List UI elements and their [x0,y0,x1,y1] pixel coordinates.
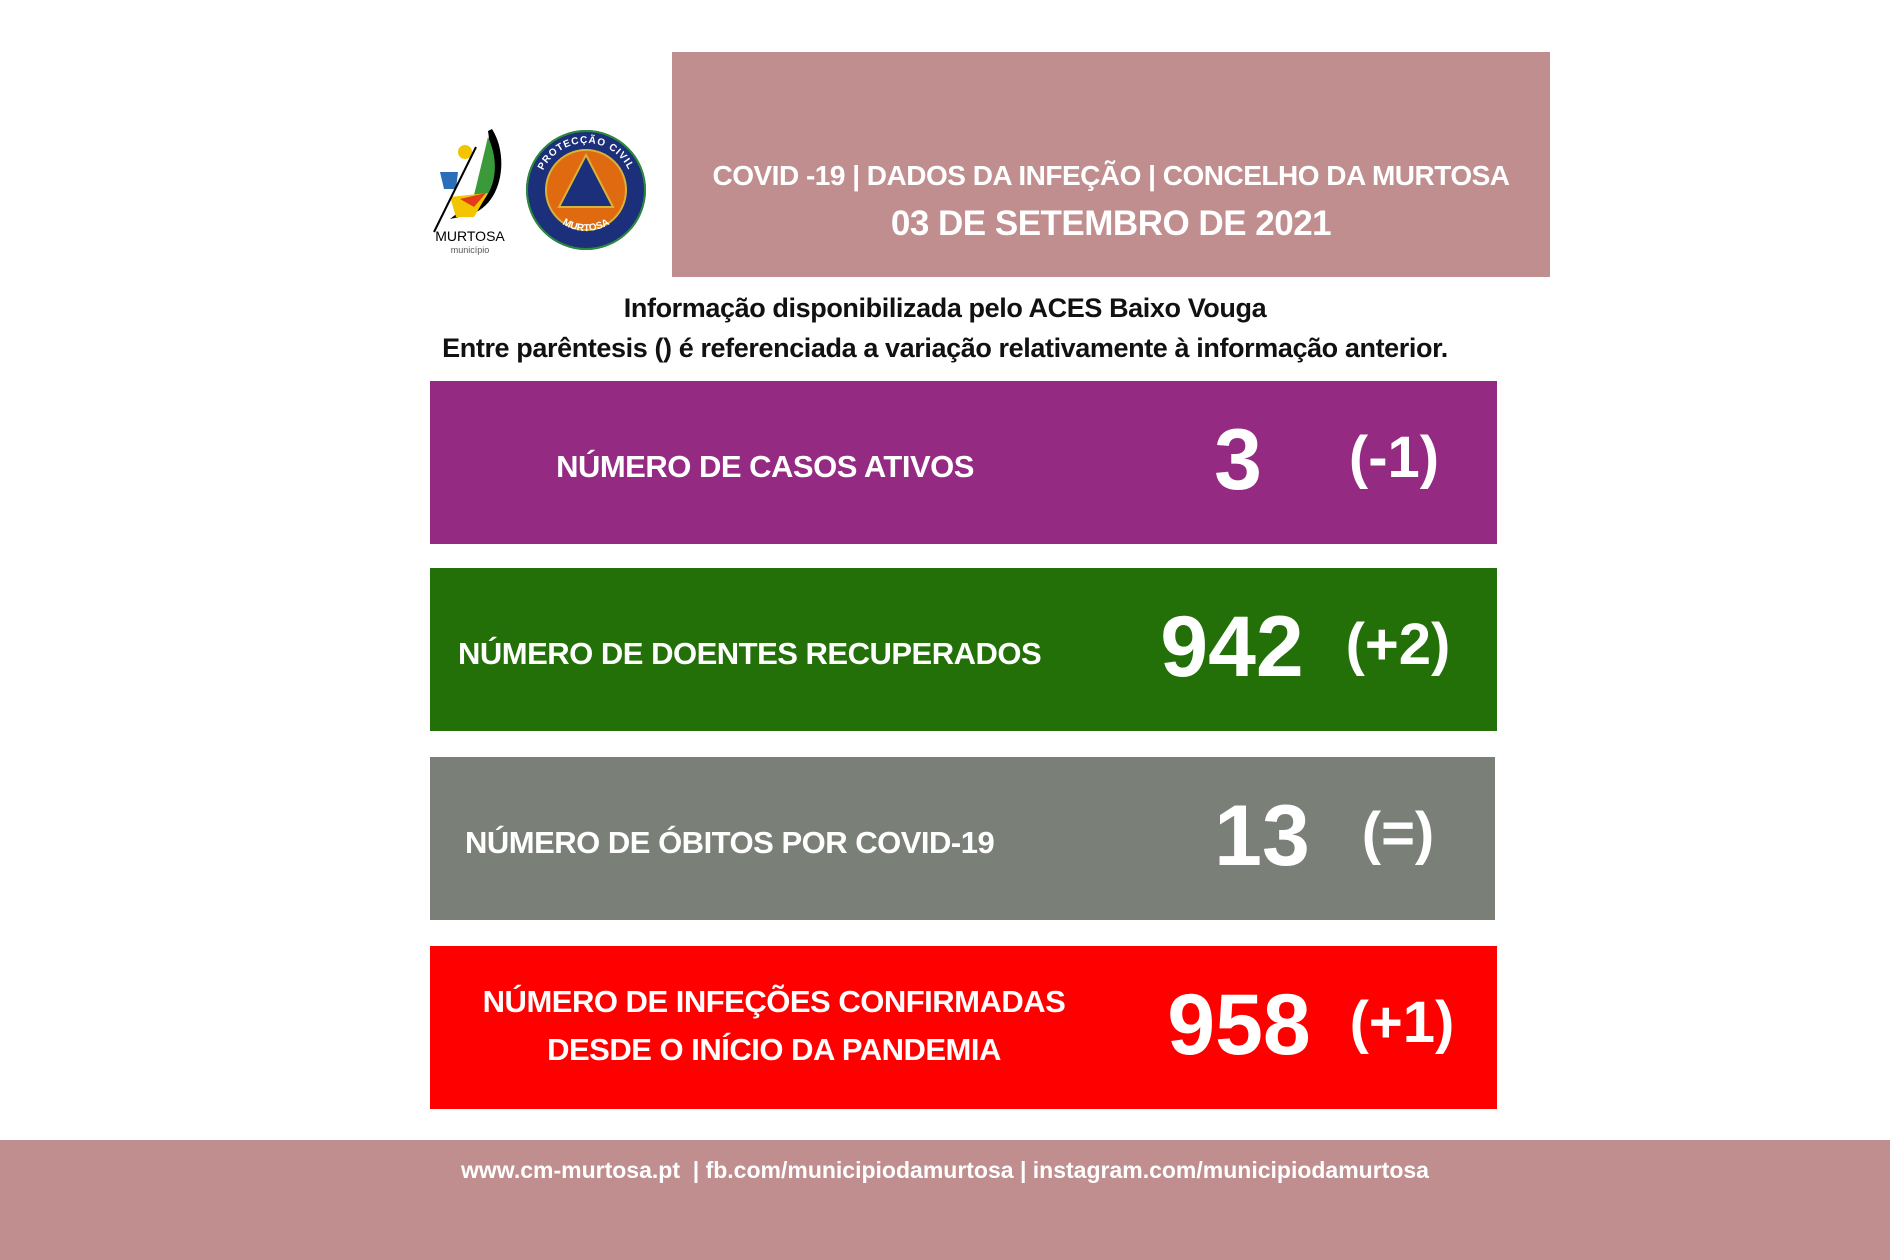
stat-change: (-1) [1348,425,1440,490]
stat-deaths: NÚMERO DE ÓBITOS POR COVID-19 13 (=) [430,757,1495,920]
stat-value: 958 [1167,977,1311,1073]
stat-label-line1: NÚMERO DE INFEÇÕES CONFIRMADAS [482,984,1066,1019]
protecao-civil-logo: PROTECÇÃO CIVIL MURTOSA [525,129,647,251]
stat-label: NÚMERO DE CASOS ATIVOS [556,449,974,484]
info-source: Informação disponibilizada pelo ACES Bai… [623,293,1267,323]
stat-active-cases: NÚMERO DE CASOS ATIVOS 3 (-1) [430,381,1497,544]
stat-recovered: NÚMERO DE DOENTES RECUPERADOS 942 (+2) [430,568,1497,731]
murtosa-logo-text: MURTOSA [435,228,505,244]
header-title: COVID -19 | DADOS DA INFEÇÃO | CONCELHO … [712,160,1510,191]
protecao-civil-logo-bottom-text: MURTOSA [561,217,612,234]
stat-value: 13 [1214,788,1310,884]
stat-confirmed: NÚMERO DE INFEÇÕES CONFIRMADAS DESDE O I… [430,946,1497,1109]
footer: www.cm-murtosa.pt | fb.com/municipiodamu… [0,1140,1890,1260]
murtosa-municipio-logo: MURTOSA município [430,127,510,259]
stat-label-line2: DESDE O INÍCIO DA PANDEMIA [547,1032,1001,1067]
stat-change: (+2) [1345,612,1451,677]
stat-label: NÚMERO DE DOENTES RECUPERADOS [458,636,1042,671]
municipio-logo-subtext: município [451,245,490,255]
stat-change: (=) [1361,801,1435,866]
svg-text:MURTOSA: MURTOSA [561,217,612,234]
stat-change: (+1) [1349,990,1455,1055]
stat-label: NÚMERO DE INFEÇÕES CONFIRMADAS DESDE O I… [430,978,1118,1074]
stat-value: 942 [1160,599,1304,695]
stat-label: NÚMERO DE ÓBITOS POR COVID-19 [465,825,995,860]
stat-value: 3 [1214,412,1262,508]
header-date: 03 DE SETEMBRO DE 2021 [890,204,1332,243]
footer-links: www.cm-murtosa.pt | fb.com/municipiodamu… [461,1157,1429,1183]
info-note: Entre parêntesis () é referenciada a var… [442,333,1448,363]
header-banner: COVID -19 | DADOS DA INFEÇÃO | CONCELHO … [672,52,1550,277]
